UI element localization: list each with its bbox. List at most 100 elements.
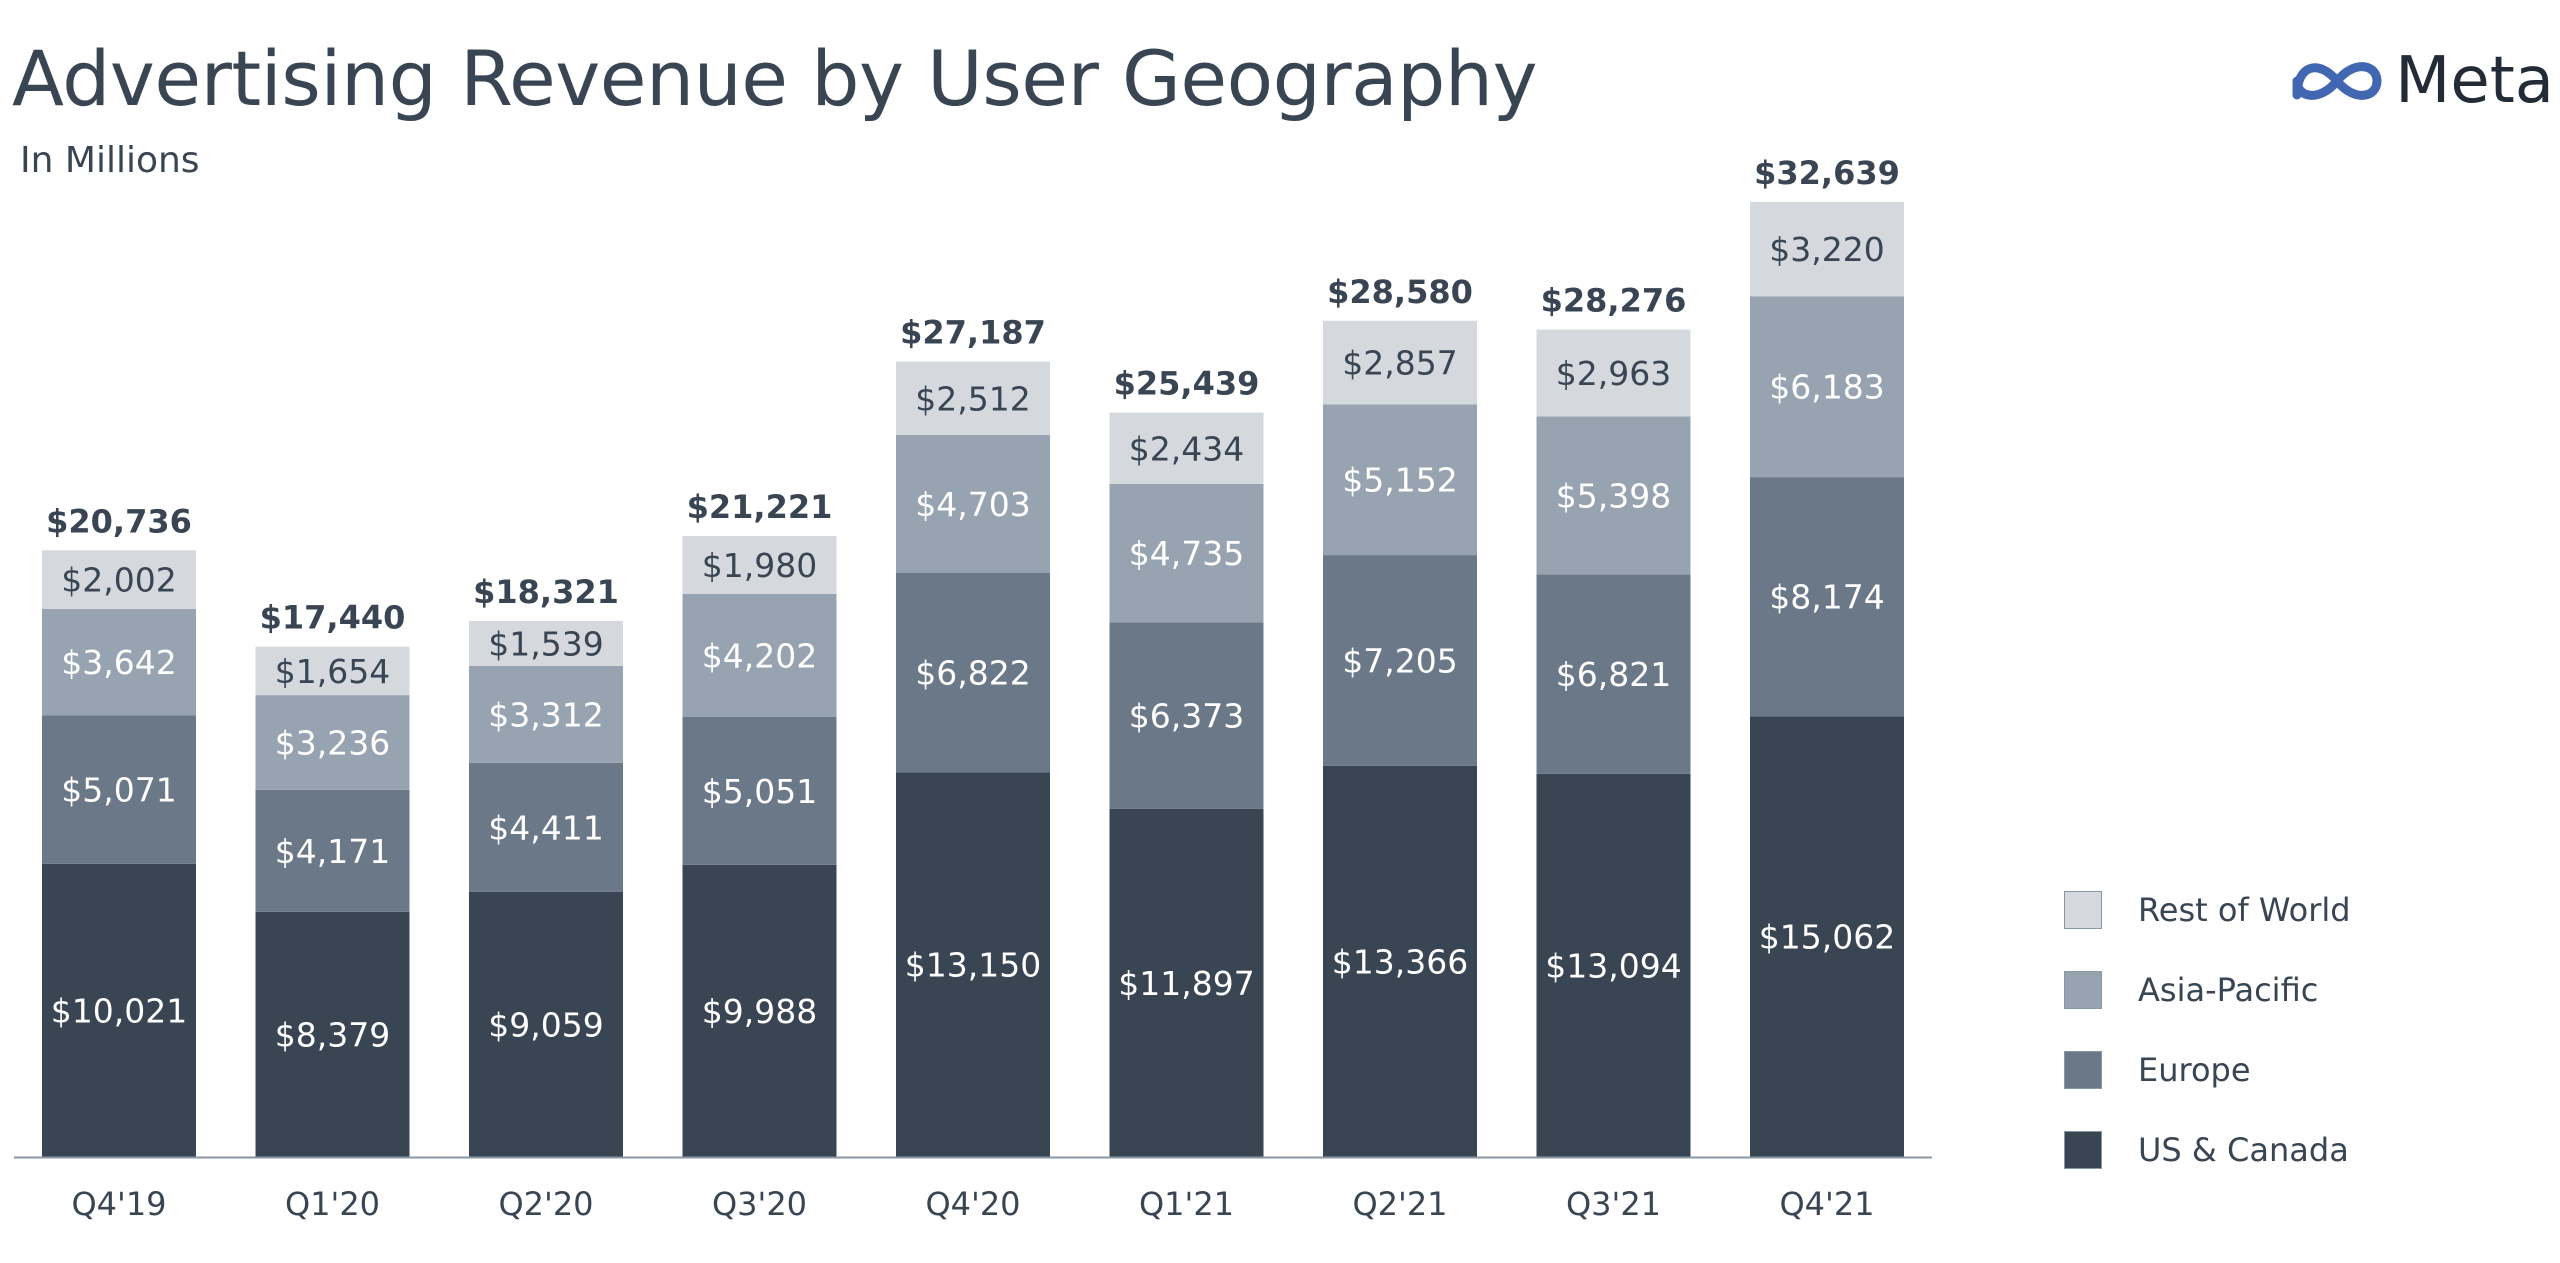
bar-segment-rest-of-world <box>1750 202 1904 297</box>
segment-value-label: $9,988 <box>702 992 817 1031</box>
legend-swatch <box>2064 1051 2102 1089</box>
segment-value-label: $8,379 <box>275 1015 390 1054</box>
segment-value-label: $6,183 <box>1769 368 1884 407</box>
chart-subtitle: In Millions <box>20 140 200 181</box>
bar-segment-europe <box>896 572 1050 773</box>
legend-item: Europe <box>2064 1030 2351 1110</box>
segment-value-label: $2,963 <box>1556 354 1671 393</box>
bar-total-label: $32,639 <box>1754 154 1900 192</box>
segment-value-label: $2,434 <box>1129 429 1244 468</box>
bar-segment-asia-pacific <box>255 695 410 790</box>
bar-segment-us-canada <box>896 772 1050 1157</box>
segment-value-label: $3,220 <box>1769 230 1884 269</box>
bar-segment-asia-pacific <box>1323 404 1477 556</box>
segment-value-label: $9,059 <box>488 1005 603 1044</box>
bar-total-label: $20,736 <box>46 502 192 540</box>
segment-value-label: $6,822 <box>915 653 1030 692</box>
segment-value-label: $4,171 <box>275 832 390 871</box>
bar-segment-europe <box>1323 555 1477 766</box>
segment-value-label: $13,094 <box>1545 946 1681 985</box>
segment-value-label: $4,735 <box>1129 534 1244 573</box>
segment-value-label: $15,062 <box>1759 918 1895 957</box>
x-tick-label: Q4'20 <box>925 1185 1020 1223</box>
x-tick-label: Q1'21 <box>1139 1185 1234 1223</box>
bar-segment-us-canada <box>469 891 623 1157</box>
bar-segment-rest-of-world <box>255 646 410 696</box>
segment-value-label: $10,021 <box>51 991 187 1030</box>
segment-value-label: $3,642 <box>61 643 176 682</box>
bar-segment-us-canada <box>682 864 837 1157</box>
bar-segment-asia-pacific <box>42 608 196 716</box>
bar-segment-asia-pacific <box>1750 296 1904 478</box>
segment-value-label: $13,150 <box>905 946 1041 985</box>
bar-segment-rest-of-world <box>1323 320 1477 405</box>
bar-segment-us-canada <box>42 863 196 1157</box>
bar-segment-rest-of-world <box>896 361 1050 436</box>
bar-total-label: $28,276 <box>1541 282 1687 320</box>
bar-segment-rest-of-world <box>469 620 623 666</box>
segment-value-label: $2,857 <box>1342 344 1457 383</box>
chart-legend: Rest of World Asia-Pacific Europe US & Cana… <box>2064 870 2351 1190</box>
bar-total-label: $18,321 <box>473 573 619 611</box>
segment-value-label: $5,051 <box>702 772 817 811</box>
bar-segment-us-canada <box>1536 773 1691 1157</box>
bar-segment-europe <box>1109 622 1264 809</box>
bar-total-label: $17,440 <box>260 599 406 637</box>
x-tick-label: Q3'20 <box>712 1185 807 1223</box>
x-tick-label: Q3'21 <box>1566 1185 1661 1223</box>
bar-segment-europe <box>255 789 410 912</box>
segment-value-label: $1,539 <box>488 624 603 663</box>
segment-value-label: $8,174 <box>1769 578 1884 617</box>
segment-value-label: $2,002 <box>61 561 176 600</box>
x-tick-label: Q4'21 <box>1779 1185 1874 1223</box>
bar-total-label: $25,439 <box>1114 365 1260 403</box>
bar-segment-asia-pacific <box>1109 483 1264 623</box>
segment-value-label: $3,236 <box>275 723 390 762</box>
segment-value-label: $1,654 <box>275 652 390 691</box>
x-tick-label: Q1'20 <box>285 1185 380 1223</box>
bar-segment-europe <box>682 716 837 865</box>
bar-segment-asia-pacific <box>682 594 837 717</box>
segment-value-label: $11,897 <box>1118 964 1254 1003</box>
bar-segment-us-canada <box>255 911 410 1157</box>
bar-segment-asia-pacific <box>1536 416 1691 575</box>
bar-segment-europe <box>42 715 196 864</box>
bar-segment-us-canada <box>1109 808 1264 1157</box>
legend-label: Rest of World <box>2138 891 2351 929</box>
segment-value-label: $7,205 <box>1342 642 1457 681</box>
x-tick-label: Q4'19 <box>71 1185 166 1223</box>
bar-segment-europe <box>469 762 623 892</box>
bar-segment-rest-of-world <box>1536 329 1691 417</box>
bar-total-label: $28,580 <box>1327 273 1473 311</box>
legend-label: US & Canada <box>2138 1131 2349 1169</box>
legend-swatch <box>2064 891 2102 929</box>
segment-value-label: $5,152 <box>1342 461 1457 500</box>
bar-segment-us-canada <box>1750 716 1904 1157</box>
segment-value-label: $4,411 <box>488 808 603 847</box>
segment-value-label: $13,366 <box>1332 942 1468 981</box>
legend-item: US & Canada <box>2064 1110 2351 1190</box>
segment-value-label: $2,512 <box>915 379 1030 418</box>
legend-swatch <box>2064 971 2102 1009</box>
bar-segment-us-canada <box>1323 765 1477 1157</box>
segment-value-label: $6,373 <box>1129 697 1244 736</box>
legend-label: Asia-Pacific <box>2138 971 2319 1009</box>
meta-infinity-icon <box>2292 62 2382 100</box>
bar-segment-rest-of-world <box>1109 412 1264 484</box>
segment-value-label: $1,980 <box>702 546 817 585</box>
bar-segment-europe <box>1536 574 1691 774</box>
x-tick-label: Q2'20 <box>498 1185 593 1223</box>
segment-value-label: $4,202 <box>702 636 817 675</box>
segment-value-label: $3,312 <box>488 695 603 734</box>
segment-value-label: $4,703 <box>915 485 1030 524</box>
x-tick-label: Q2'21 <box>1352 1185 1447 1223</box>
bar-segment-asia-pacific <box>469 665 623 763</box>
legend-item: Asia-Pacific <box>2064 950 2351 1030</box>
bar-segment-europe <box>1750 477 1904 717</box>
legend-label: Europe <box>2138 1051 2251 1089</box>
bar-segment-rest-of-world <box>682 536 837 595</box>
segment-value-label: $5,071 <box>61 771 176 810</box>
chart-title: Advertising Revenue by User Geography <box>12 34 1538 123</box>
meta-logo-text: Meta <box>2395 44 2554 118</box>
